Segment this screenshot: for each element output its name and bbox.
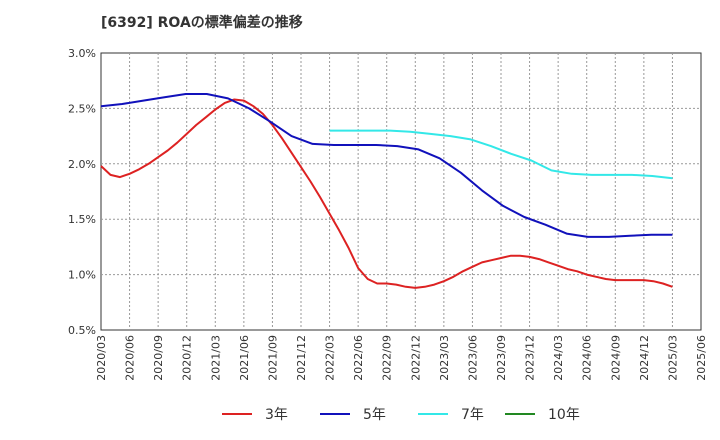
x-tick-label: 2020/03 bbox=[95, 335, 108, 381]
grid-lines bbox=[101, 53, 701, 330]
legend-label-2: 7年 bbox=[461, 407, 484, 423]
y-axis-ticks: 0.5% 1.0% 1.5% 2.0% 2.5% 3.0% bbox=[68, 47, 96, 337]
y-tick-label: 1.0% bbox=[68, 269, 96, 282]
plot-area bbox=[100, 52, 702, 331]
legend: 3年 5年 7年 10年 bbox=[222, 407, 580, 423]
x-tick-label: 2022/06 bbox=[352, 335, 365, 381]
y-tick-label: 3.0% bbox=[68, 47, 96, 60]
x-tick-label: 2023/03 bbox=[438, 335, 451, 381]
series-line-0 bbox=[100, 98, 673, 289]
x-tick-label: 2023/06 bbox=[466, 335, 479, 381]
y-tick-label: 1.5% bbox=[68, 213, 96, 226]
x-tick-label: 2025/03 bbox=[666, 335, 679, 381]
x-tick-label: 2020/12 bbox=[181, 335, 194, 381]
x-tick-label: 2024/03 bbox=[552, 335, 565, 381]
x-tick-label: 2020/09 bbox=[152, 335, 165, 381]
x-tick-label: 2022/12 bbox=[409, 335, 422, 381]
x-tick-label: 2023/09 bbox=[495, 335, 508, 381]
x-tick-label: 2023/12 bbox=[524, 335, 537, 381]
x-tick-label: 2024/12 bbox=[638, 335, 651, 381]
legend-label-0: 3年 bbox=[265, 407, 288, 423]
series-line-1 bbox=[100, 93, 673, 238]
x-tick-label: 2021/12 bbox=[295, 335, 308, 381]
y-tick-label: 0.5% bbox=[68, 324, 96, 337]
x-axis-ticks: 2020/03 2020/06 2020/09 2020/12 2021/03 2021/… bbox=[95, 335, 708, 381]
legend-label-3: 10年 bbox=[548, 407, 580, 423]
y-tick-label: 2.0% bbox=[68, 158, 96, 171]
x-tick-label: 2024/06 bbox=[581, 335, 594, 381]
x-tick-label: 2022/03 bbox=[324, 335, 337, 381]
series-lines bbox=[100, 93, 673, 289]
x-tick-label: 2025/06 bbox=[695, 335, 708, 381]
x-tick-label: 2021/03 bbox=[209, 335, 222, 381]
series-line-2 bbox=[329, 129, 673, 180]
y-tick-label: 2.5% bbox=[68, 102, 96, 115]
x-tick-label: 2021/06 bbox=[238, 335, 251, 381]
x-tick-label: 2021/09 bbox=[266, 335, 279, 381]
legend-label-1: 5年 bbox=[363, 407, 386, 423]
x-tick-label: 2022/09 bbox=[381, 335, 394, 381]
x-tick-label: 2020/06 bbox=[124, 335, 137, 381]
x-tick-label: 2024/09 bbox=[609, 335, 622, 381]
chart-title: [6392] ROAの標準偏差の推移 bbox=[101, 14, 303, 31]
